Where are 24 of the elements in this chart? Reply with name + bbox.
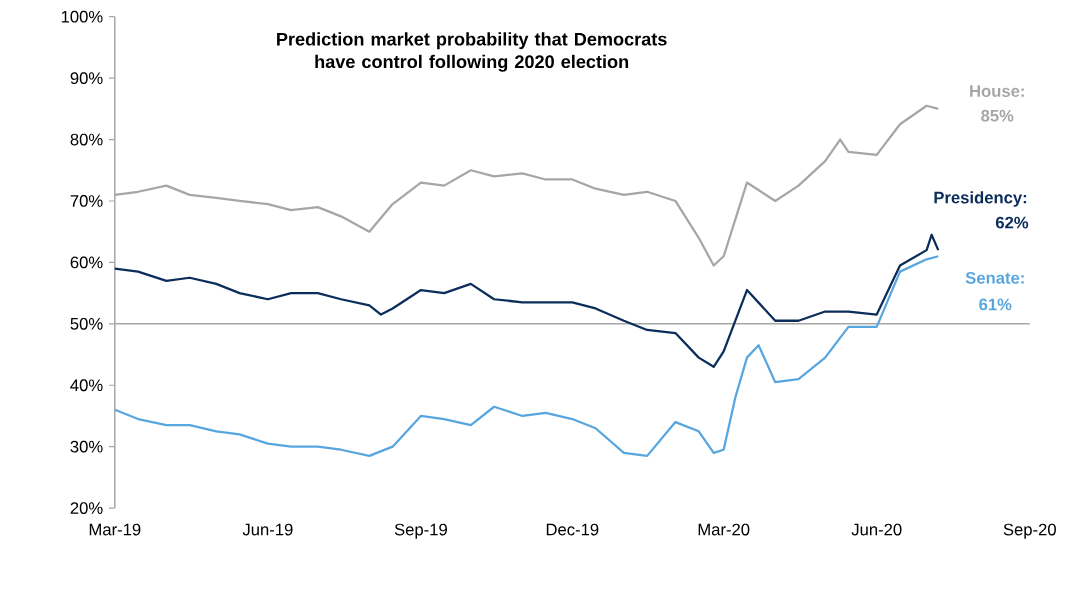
annotation: 85% (981, 110, 1014, 122)
y-tick-label: 20% (70, 502, 103, 515)
x-tick-label: Sep-19 (394, 523, 447, 539)
y-tick-label: 40% (70, 379, 103, 392)
annotation: 62% (995, 216, 1029, 229)
annotation: 61% (979, 298, 1012, 311)
text: Prediction market probability that Democrats have control following 2020 election (277, 32, 667, 72)
y-tick-label: 80% (70, 133, 103, 146)
y-tick-label: 100% (61, 10, 103, 23)
x-tick-label: Dec-19 (546, 523, 599, 536)
x-tick-label: Jun-19 (242, 523, 293, 536)
x-tick-label: Sep-20 (1003, 523, 1056, 539)
x-tick-label: Mar-19 (89, 523, 141, 536)
series-label: Presidency: (934, 191, 1027, 207)
y-tick-label: 50% (70, 318, 103, 330)
series-label: Senate: (965, 272, 1024, 284)
y-tick-label: 90% (70, 72, 103, 85)
y-tick-label: 30% (70, 440, 103, 453)
y-tick-label: 60% (70, 256, 103, 269)
y-tick-label: 70% (70, 195, 103, 208)
x-tick-label: Mar-20 (698, 523, 750, 536)
x-tick-label: Jun-20 (851, 523, 902, 536)
text: House: (970, 85, 1024, 98)
line-series (113, 255, 940, 458)
